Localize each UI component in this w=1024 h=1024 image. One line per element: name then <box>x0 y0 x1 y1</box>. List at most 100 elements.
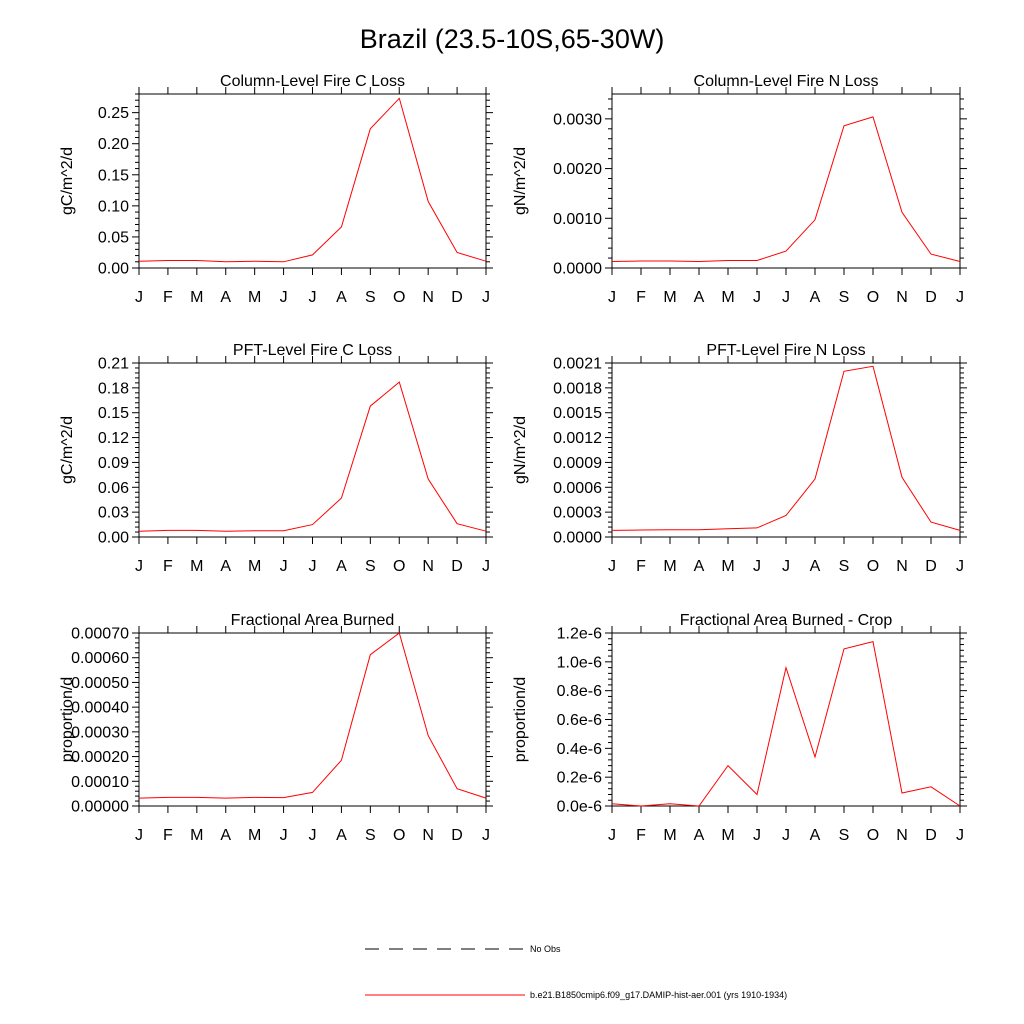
series-line <box>138 381 487 532</box>
x-tick-label: J <box>135 289 143 306</box>
legend-solid-swatch <box>365 994 525 996</box>
y-axis-label: gC/m^2/d <box>59 416 76 484</box>
x-tick-label: A <box>694 558 705 575</box>
x-tick-label: F <box>163 827 173 844</box>
y-tick-label: 0.00050 <box>71 675 129 692</box>
y-tick-label: 0.0015 <box>553 405 602 422</box>
x-tick-label: F <box>636 289 646 306</box>
chart-panel-5: Fractional Area Burned proportion/d 0.0000… <box>59 612 493 844</box>
plot-frame <box>611 93 961 269</box>
x-tick-label: J <box>956 289 964 306</box>
y-tick-label: 0.09 <box>98 455 129 472</box>
x-tick-label: N <box>896 827 908 844</box>
y-tick-label: 1.2e-6 <box>557 626 602 643</box>
x-tick-label: S <box>365 827 376 844</box>
x-tick-label: A <box>694 827 705 844</box>
plot-frame <box>138 362 487 538</box>
y-tick-label: 0.03 <box>98 505 129 522</box>
panel-title: PFT-Level Fire N Loss <box>706 342 865 359</box>
x-tick-label: J <box>782 558 790 575</box>
x-tick-label: M <box>248 289 261 306</box>
x-tick-label: M <box>721 558 734 575</box>
y-tick-label: 0.00 <box>98 261 129 278</box>
plot-frame <box>611 362 961 538</box>
legend-label-model: b.e21.B1850cmip6.f09_g17.DAMIP-hist-aer.… <box>530 990 788 1000</box>
y-tick-label: 0.00030 <box>71 724 129 741</box>
y-tick-label: 0.6e-6 <box>557 712 602 729</box>
series-line <box>138 632 487 799</box>
x-tick-label: D <box>925 827 937 844</box>
x-tick-label: J <box>280 827 288 844</box>
x-tick-label: J <box>956 558 964 575</box>
x-tick-label: A <box>810 289 821 306</box>
y-tick-label: 0.0020 <box>553 161 602 178</box>
x-tick-label: J <box>956 827 964 844</box>
x-tick-label: A <box>336 558 347 575</box>
y-tick-label: 0.8e-6 <box>557 683 602 700</box>
x-tick-label: J <box>608 827 616 844</box>
y-tick-label: 0.00000 <box>71 799 129 816</box>
y-tick-label: 0.10 <box>98 198 129 215</box>
x-tick-label: J <box>608 289 616 306</box>
y-tick-label: 0.00020 <box>71 749 129 766</box>
y-tick-label: 0.0021 <box>553 356 602 373</box>
x-tick-label: M <box>721 827 734 844</box>
x-tick-label: S <box>839 827 850 844</box>
y-axis-label: proportion/d <box>59 677 76 762</box>
x-tick-label: S <box>365 289 376 306</box>
x-tick-label: M <box>190 827 203 844</box>
x-tick-label: J <box>482 827 490 844</box>
x-tick-label: N <box>896 558 908 575</box>
panel-title: Fractional Area Burned - Crop <box>680 612 893 629</box>
x-tick-label: J <box>280 289 288 306</box>
x-tick-label: J <box>782 289 790 306</box>
x-tick-label: A <box>810 827 821 844</box>
legend-label-obs: No Obs <box>530 944 561 954</box>
x-tick-label: J <box>753 558 761 575</box>
x-tick-label: M <box>190 289 203 306</box>
chart-panel-4: PFT-Level Fire N Loss gN/m^2/d 0.0000 0.000… <box>512 342 967 575</box>
y-tick-label: 0.0003 <box>553 505 602 522</box>
x-tick-label: F <box>163 289 173 306</box>
panel-title: Column-Level Fire C Loss <box>220 73 405 90</box>
y-axis-label: gN/m^2/d <box>512 416 529 484</box>
y-tick-label: 0.0018 <box>553 380 602 397</box>
x-tick-label: O <box>393 827 405 844</box>
y-tick-label: 0.05 <box>98 229 129 246</box>
x-tick-label: O <box>867 827 879 844</box>
y-tick-label: 0.0e-6 <box>557 799 602 816</box>
x-tick-label: J <box>753 827 761 844</box>
x-tick-label: N <box>422 827 434 844</box>
x-tick-label: S <box>365 558 376 575</box>
y-tick-label: 0.4e-6 <box>557 741 602 758</box>
y-tick-label: 0.12 <box>98 430 129 447</box>
x-tick-label: N <box>422 558 434 575</box>
y-tick-label: 0.0006 <box>553 480 602 497</box>
series-line <box>611 640 961 807</box>
x-tick-label: D <box>925 289 937 306</box>
y-tick-label: 0.0009 <box>553 455 602 472</box>
y-tick-label: 0.00060 <box>71 650 129 667</box>
x-tick-label: J <box>608 558 616 575</box>
x-tick-label: J <box>135 827 143 844</box>
y-tick-label: 0.25 <box>98 105 129 122</box>
x-tick-label: A <box>336 827 347 844</box>
y-axis-label: gN/m^2/d <box>512 147 529 215</box>
x-tick-label: A <box>220 827 231 844</box>
y-tick-label: 0.00010 <box>71 774 129 791</box>
plot-frame <box>138 93 487 269</box>
y-tick-label: 0.18 <box>98 380 129 397</box>
x-tick-label: J <box>309 289 317 306</box>
x-tick-label: N <box>896 289 908 306</box>
y-tick-label: 0.2e-6 <box>557 770 602 787</box>
x-tick-label: O <box>867 558 879 575</box>
x-tick-label: A <box>220 289 231 306</box>
x-tick-label: M <box>663 558 676 575</box>
x-tick-label: M <box>663 827 676 844</box>
x-tick-label: J <box>482 558 490 575</box>
x-tick-label: D <box>925 558 937 575</box>
y-tick-label: 0.0010 <box>553 211 602 228</box>
y-tick-label: 0.00 <box>98 530 129 547</box>
x-tick-label: M <box>248 827 261 844</box>
